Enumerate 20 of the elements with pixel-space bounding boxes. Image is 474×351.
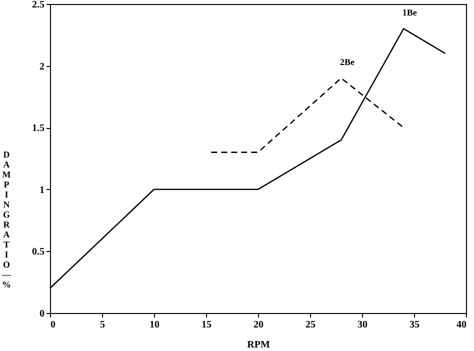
y-tick-label: 2	[40, 61, 44, 72]
x-tick-label: 10	[150, 320, 160, 330]
y-tick-label: 0.5	[32, 246, 44, 258]
x-tick-label: 40	[456, 320, 466, 330]
x-tick-label: 20	[254, 320, 264, 330]
x-tick-label: 15	[202, 320, 212, 330]
series-label: 1Be	[402, 8, 417, 18]
y-tick-label: 0	[40, 308, 44, 320]
x-axis-title: RPM	[247, 340, 270, 350]
x-tick-label: 30	[358, 320, 368, 330]
line-series	[49, 28, 446, 289]
y-tick-label: 1	[40, 184, 44, 196]
x-tick-label: 25	[306, 320, 316, 330]
y-tick-label: 1.5	[32, 123, 44, 134]
text: DAMPING RATIO — %	[2, 150, 11, 290]
x-tick-label: 35	[410, 320, 420, 330]
series-label: 2Be	[340, 57, 354, 68]
x-tick-label: 0	[50, 320, 56, 330]
x-tick-label: 5	[100, 320, 105, 330]
y-tick-label: 2.5	[32, 0, 44, 10]
